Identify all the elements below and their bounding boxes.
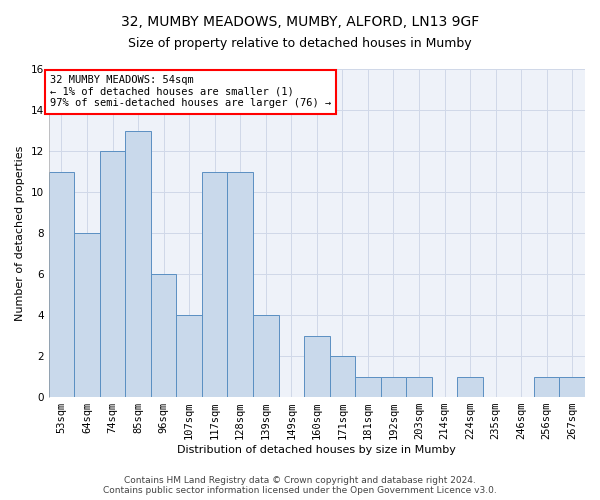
Bar: [355, 376, 380, 397]
Bar: [559, 376, 585, 397]
Bar: [74, 233, 100, 397]
Bar: [457, 376, 483, 397]
X-axis label: Distribution of detached houses by size in Mumby: Distribution of detached houses by size …: [178, 445, 456, 455]
Bar: [534, 376, 559, 397]
Text: Size of property relative to detached houses in Mumby: Size of property relative to detached ho…: [128, 38, 472, 51]
Bar: [406, 376, 432, 397]
Bar: [304, 336, 329, 397]
Bar: [380, 376, 406, 397]
Bar: [202, 172, 227, 397]
Bar: [253, 315, 278, 397]
Bar: [176, 315, 202, 397]
Bar: [100, 151, 125, 397]
Text: Contains HM Land Registry data © Crown copyright and database right 2024.
Contai: Contains HM Land Registry data © Crown c…: [103, 476, 497, 495]
Y-axis label: Number of detached properties: Number of detached properties: [15, 146, 25, 320]
Bar: [227, 172, 253, 397]
Bar: [151, 274, 176, 397]
Bar: [125, 130, 151, 397]
Bar: [49, 172, 74, 397]
Text: 32 MUMBY MEADOWS: 54sqm
← 1% of detached houses are smaller (1)
97% of semi-deta: 32 MUMBY MEADOWS: 54sqm ← 1% of detached…: [50, 75, 331, 108]
Text: 32, MUMBY MEADOWS, MUMBY, ALFORD, LN13 9GF: 32, MUMBY MEADOWS, MUMBY, ALFORD, LN13 9…: [121, 15, 479, 29]
Bar: [329, 356, 355, 397]
